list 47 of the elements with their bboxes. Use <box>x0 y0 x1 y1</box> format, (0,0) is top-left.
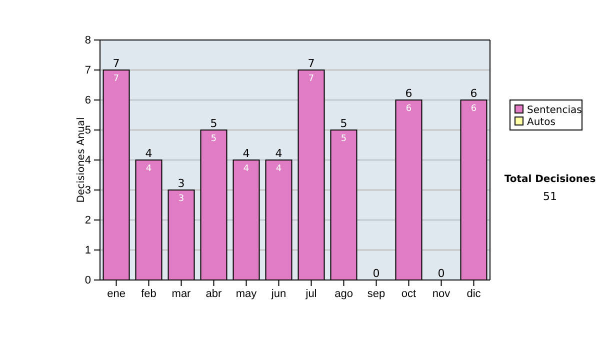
total-label: 6 <box>405 87 412 100</box>
x-tick-label: jul <box>304 288 317 300</box>
y-tick-label: 0 <box>84 274 91 287</box>
data-label: 4 <box>146 164 152 174</box>
y-tick-label: 8 <box>84 34 91 47</box>
y-tick-label: 6 <box>84 94 91 107</box>
data-label: 5 <box>210 134 217 144</box>
data-label: 5 <box>340 134 347 144</box>
x-tick-label: sep <box>367 288 386 300</box>
legend-label: Sentencias <box>527 105 582 116</box>
data-label: 4 <box>276 164 282 174</box>
y-tick-label: 3 <box>84 184 91 197</box>
data-label: 6 <box>470 104 477 114</box>
y-tick-label: 2 <box>84 214 91 227</box>
data-label: 7 <box>308 74 314 84</box>
total-label: 4 <box>145 147 152 160</box>
data-label: 6 <box>406 104 412 114</box>
data-label: 4 <box>243 164 250 174</box>
total-label: 0 <box>372 267 380 280</box>
total-label: 7 <box>112 57 120 70</box>
data-label: 3 <box>178 194 184 204</box>
total-label: 6 <box>470 87 478 100</box>
text: 51 <box>543 190 557 203</box>
y-tick-label: 7 <box>84 64 91 77</box>
x-tick-label: mar <box>172 288 192 300</box>
y-tick-label: 1 <box>84 244 91 257</box>
total-label: 5 <box>340 117 348 130</box>
x-tick-label: ene <box>107 288 126 300</box>
x-tick-label: dic <box>466 288 482 300</box>
y-tick-label: 4 <box>84 154 91 167</box>
x-tick-label: abr <box>206 288 222 300</box>
total-label: 5 <box>210 117 218 130</box>
legend-label: Autos <box>527 117 556 128</box>
x-tick-label: oct <box>401 288 416 300</box>
y-tick-label: 5 <box>84 124 91 137</box>
total-label: 7 <box>308 57 315 70</box>
x-tick-label: feb <box>141 288 156 300</box>
total-label: 4 <box>242 147 250 160</box>
x-tick-label: may <box>236 288 258 300</box>
data-label: 7 <box>113 74 120 84</box>
x-tick-label: nov <box>432 288 451 300</box>
total-label: 4 <box>275 147 282 160</box>
total-label: 0 <box>438 267 445 280</box>
total-label: 3 <box>178 177 185 190</box>
text: Total Decisiones <box>504 174 596 185</box>
x-tick-label: jun <box>270 288 286 300</box>
x-tick-label: ago <box>334 288 353 300</box>
